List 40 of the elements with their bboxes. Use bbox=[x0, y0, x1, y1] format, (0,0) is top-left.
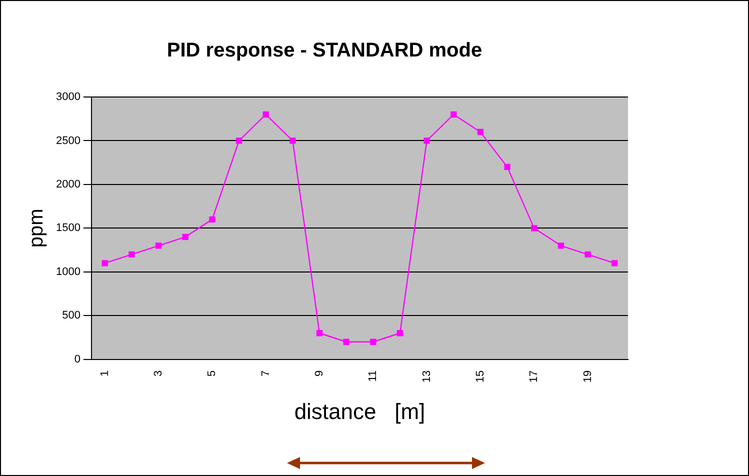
y-tick-label: 0 bbox=[74, 353, 80, 366]
y-tick-label: 1000 bbox=[56, 266, 80, 278]
x-tick-label: 5 bbox=[206, 370, 218, 376]
point bbox=[584, 251, 591, 258]
point bbox=[424, 138, 430, 144]
x-tick-label: 9 bbox=[314, 370, 326, 376]
x-tick-label: 1 bbox=[98, 370, 111, 376]
point bbox=[504, 164, 510, 170]
x-tick-label: 19 bbox=[582, 370, 594, 383]
x-tick-label: 7 bbox=[260, 370, 272, 376]
point bbox=[558, 242, 564, 249]
point bbox=[290, 138, 296, 144]
point bbox=[370, 338, 376, 345]
point bbox=[477, 128, 484, 136]
point bbox=[531, 225, 538, 232]
x-tick-label: 3 bbox=[152, 370, 165, 376]
y-tick-label: 3000 bbox=[56, 91, 80, 104]
y-axis-title: ppm bbox=[26, 208, 48, 248]
y-tick-label: 1500 bbox=[56, 222, 80, 234]
point bbox=[128, 251, 135, 258]
point bbox=[612, 260, 618, 266]
x-tick-label: 15 bbox=[474, 370, 486, 383]
point bbox=[209, 216, 216, 223]
point bbox=[343, 338, 350, 345]
point bbox=[155, 242, 162, 249]
x-tick-label: 11 bbox=[367, 370, 380, 382]
y-tick-label: 500 bbox=[62, 310, 80, 322]
point bbox=[182, 234, 188, 240]
y-tick-label: 2500 bbox=[56, 134, 80, 147]
point bbox=[102, 260, 108, 266]
point bbox=[262, 111, 269, 118]
x-tick-label: 17 bbox=[528, 370, 540, 383]
x-axis-title: distance [m] bbox=[294, 398, 426, 424]
x-tick-label: 13 bbox=[420, 370, 433, 383]
point bbox=[450, 111, 457, 118]
point bbox=[396, 330, 404, 336]
y-tick-label: 2000 bbox=[56, 178, 80, 190]
chart-title: PID response - STANDARD mode bbox=[166, 40, 482, 62]
point bbox=[236, 138, 242, 144]
point bbox=[316, 330, 323, 336]
